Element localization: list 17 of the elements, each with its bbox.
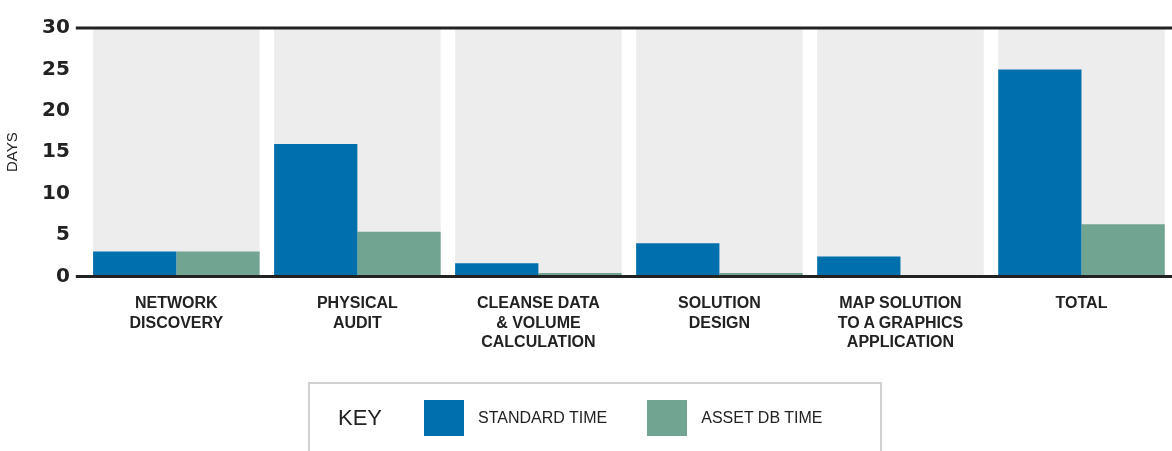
y-axis-title: DAYS — [3, 132, 21, 173]
x-tick-label: NETWORK DISCOVERY — [129, 294, 224, 331]
y-tick-label: 15 — [41, 138, 70, 163]
y-tick-label: 25 — [41, 55, 70, 80]
y-tick-label: 5 — [55, 221, 70, 246]
x-tick-label: PHYSICAL AUDIT — [316, 294, 399, 331]
x-tick-label: MAP SOLUTION TO A GRAPHICS APPLICATION — [837, 294, 964, 350]
y-tick-label: 0 — [55, 262, 70, 287]
legend-label: ASSET DB TIME — [701, 408, 823, 427]
x-tick-label: TOTAL — [1055, 294, 1108, 312]
y-tick-label: 10 — [41, 179, 70, 204]
y-tick-label: 30 — [41, 14, 70, 39]
y-tick-label: 20 — [41, 97, 70, 121]
x-tick-label: SOLUTION DESIGN — [678, 294, 761, 331]
legend-title: KEY — [338, 404, 383, 431]
legend-label: STANDARD TIME — [478, 408, 608, 427]
x-tick-label: CLEANSE DATA & VOLUME CALCULATION — [476, 294, 601, 350]
